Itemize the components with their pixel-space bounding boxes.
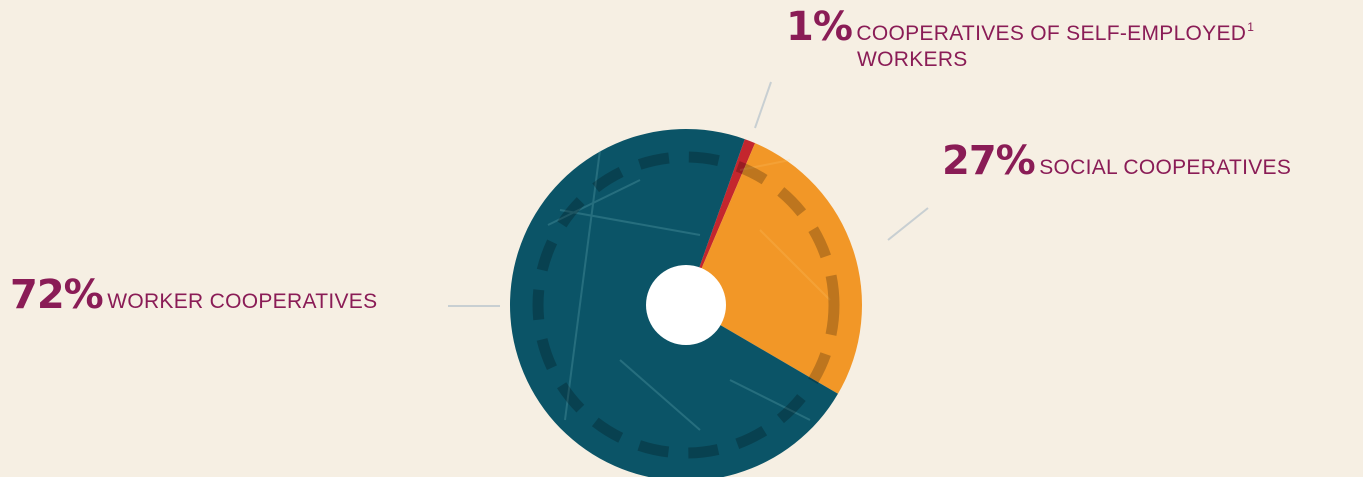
slice-label-self-employed-workers: 1% COOPERATIVES OF SELF-EMPLOYED1 WORKER… [786,4,1254,72]
category-label-social-cooperatives: SOCIAL COOPERATIVES [1039,156,1292,179]
footnote-marker: 1 [1247,20,1255,34]
slice-label-social-cooperatives: 27% SOCIAL COOPERATIVES [942,138,1291,184]
leader-line-social-cooperatives [887,207,929,241]
pie-slice-cooperatives-of-self-employed [686,139,756,305]
dashed-ring-decoration [532,151,840,459]
slice-texture [547,149,831,431]
slice-label-worker-cooperatives: 72% WORKER COOPERATIVES [10,272,377,318]
category-label-self-employed-workers: COOPERATIVES OF SELF-EMPLOYED1 [856,20,1255,45]
category-label-worker-cooperatives: WORKER COOPERATIVES [107,290,378,313]
value-label-worker-cooperatives: 72% [10,272,104,318]
category-label-self-employed-workers-line2: WORKERS [857,48,968,71]
value-label-social-cooperatives: 27% [942,138,1036,184]
pie-slice-social-cooperatives [686,143,863,394]
value-label-self-employed-workers: 1% [786,4,853,50]
leader-line-self-employed-workers [754,81,772,129]
donut-hole [646,265,726,345]
